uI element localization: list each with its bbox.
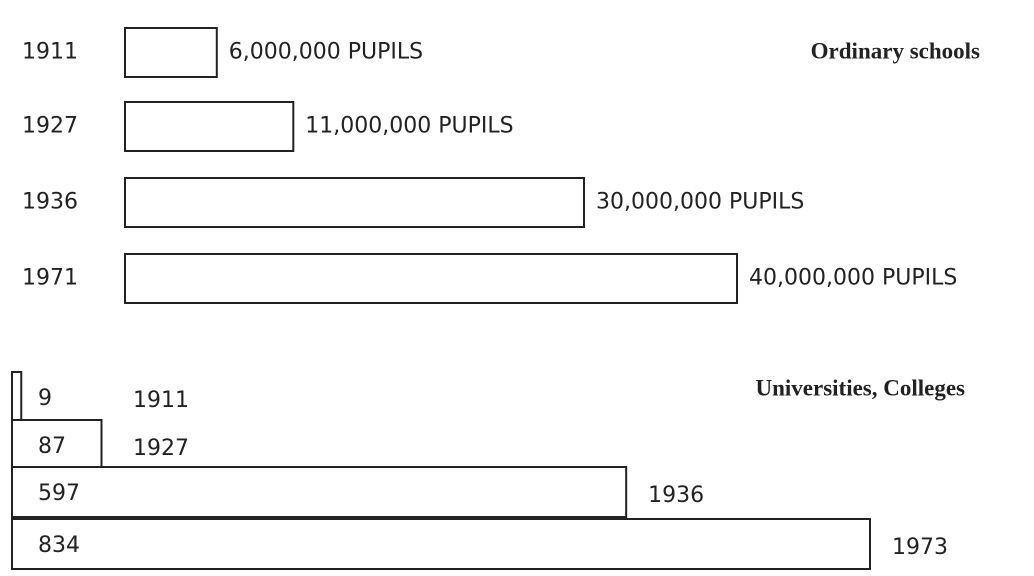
bar	[11, 371, 23, 423]
bar	[124, 101, 295, 152]
value-label: 40,000,000 PUPILS	[749, 266, 957, 291]
category-label: 1973	[892, 535, 948, 560]
value-label: 834	[38, 533, 80, 558]
bar	[124, 27, 218, 78]
bar	[124, 177, 585, 228]
category-label: 1911	[133, 388, 189, 413]
value-label: 30,000,000 PUPILS	[596, 190, 804, 215]
bar	[11, 466, 628, 518]
bar	[124, 253, 738, 304]
value-label: 87	[38, 434, 66, 459]
value-label: 9	[38, 386, 52, 411]
value-label: 597	[38, 481, 80, 506]
category-label: 1936	[648, 483, 704, 508]
chart-title: Ordinary schools	[811, 38, 980, 63]
category-label: 1911	[22, 40, 78, 65]
category-label: 1971	[22, 266, 78, 291]
chart-title: Universities, Colleges	[755, 375, 965, 400]
category-label: 1927	[22, 114, 78, 139]
bar	[11, 419, 103, 471]
category-label: 1927	[133, 436, 189, 461]
category-label: 1936	[22, 190, 78, 215]
bar	[11, 518, 871, 570]
value-label: 6,000,000 PUPILS	[229, 40, 423, 65]
value-label: 11,000,000 PUPILS	[305, 114, 513, 139]
